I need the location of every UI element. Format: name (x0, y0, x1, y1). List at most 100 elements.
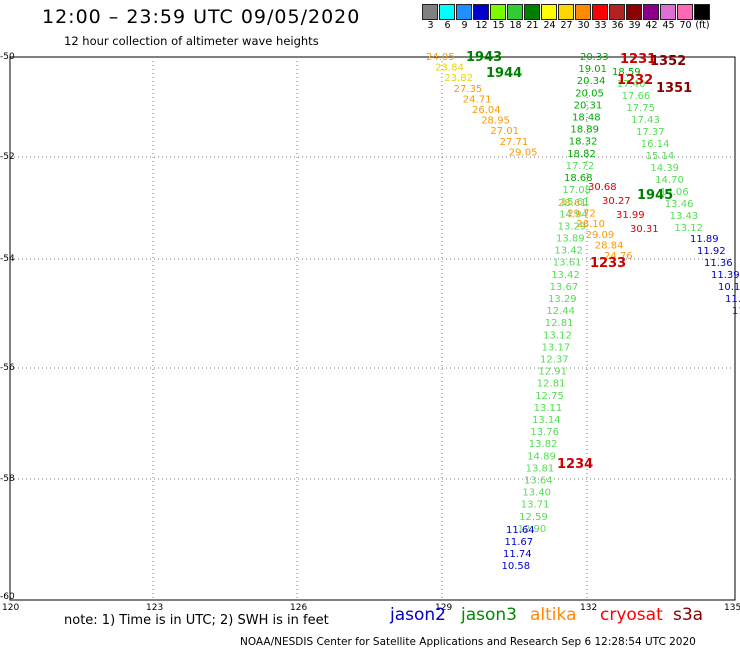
legend-jason2: jason2 (390, 605, 446, 625)
scale-label: 9 (461, 20, 468, 31)
swh-value: 13.71 (521, 500, 550, 511)
pass-label-1945: 1945 (637, 188, 673, 203)
swh-value: 18.89 (570, 125, 599, 136)
swh-value: 30.27 (602, 196, 631, 207)
swh-value: 29.05 (509, 147, 538, 158)
legend-cryosat: cryosat (600, 605, 663, 625)
legend-s3a: s3a (673, 605, 704, 625)
swh-value: 11.92 (697, 246, 726, 257)
swh-value: 13.81 (526, 463, 555, 474)
swh-value: 28.61 (558, 198, 587, 209)
scale-swatch (660, 4, 676, 20)
swh-value: 14.89 (527, 451, 556, 462)
swh-value: 13.14 (532, 415, 561, 426)
swh-value: 13.61 (553, 258, 582, 269)
swh-value: 17.66 (622, 91, 651, 102)
swh-value: 17.43 (631, 115, 660, 126)
swh-value: 12.37 (540, 355, 569, 366)
scale-label: 18 (509, 20, 522, 31)
pass-label-1351: 1351 (656, 81, 692, 96)
lat-label: -60 (0, 592, 15, 602)
swh-value: 17.75 (626, 103, 655, 114)
swh-value: 11.74 (503, 549, 532, 560)
scale-swatch (677, 4, 693, 20)
swh-value: 20.31 (574, 100, 603, 111)
swh-value: 13.89 (556, 234, 585, 245)
scale-label: 24 (543, 20, 556, 31)
footnote: note: 1) Time is in UTC; 2) SWH is in fe… (64, 613, 329, 628)
scale-label: 42 (645, 20, 658, 31)
swh-value: 20.05 (575, 88, 604, 99)
lat-label: -50 (0, 52, 15, 62)
swh-value: 12.90 (518, 524, 547, 535)
swh-value: 12.91 (538, 367, 567, 378)
swh-value: 23.84 (435, 63, 464, 74)
swh-value: 17.72 (566, 161, 595, 172)
scale-swatch (473, 4, 489, 20)
swh-value: 28.10 (576, 219, 605, 230)
grid (10, 57, 735, 600)
lat-label: -54 (0, 254, 15, 264)
swh-value: 18.59 (612, 67, 641, 78)
swh-value: 30.68 (588, 182, 617, 193)
chart-title: 12:00 – 23:59 UTC 09/05/2020 (42, 6, 361, 28)
scale-label: 30 (577, 20, 590, 31)
swh-value: 13.12 (674, 223, 703, 234)
pass-label-1944: 1944 (486, 66, 522, 81)
pass-label-1233: 1233 (590, 256, 626, 271)
scale-label: 45 (662, 20, 675, 31)
scale-swatch (439, 4, 455, 20)
scale-swatch (490, 4, 506, 20)
scale-label: 39 (628, 20, 641, 31)
chart-subtitle: 12 hour collection of altimeter wave hei… (64, 34, 319, 48)
scale-swatch (609, 4, 625, 20)
lon-label: 120 (2, 603, 20, 613)
legend-altika: altika (530, 605, 577, 625)
swh-value: 31.99 (616, 210, 645, 221)
scale-swatch (626, 4, 642, 20)
swh-value: 24.71 (463, 94, 492, 105)
scale-label: 21 (526, 20, 539, 31)
swh-value: 29.09 (586, 230, 615, 241)
color-scale: 3 6 9 12 15 18 21 24 27 30 33 36 39 42 45 70 (ft) (422, 4, 711, 31)
scale-label: 3 (427, 20, 434, 31)
scale-label: 70 (679, 20, 692, 31)
swh-value: 13.11 (534, 403, 563, 414)
swh-value: 17.37 (636, 127, 665, 138)
swh-value: 24.05 (426, 52, 455, 63)
swh-value: 17.40 (617, 79, 646, 90)
scale-label: 27 (560, 20, 573, 31)
swh-value: 28.84 (595, 240, 624, 251)
swh-value: 13.67 (550, 282, 579, 293)
swh-value: 14.39 (650, 163, 679, 174)
swh-value: 27.01 (490, 126, 519, 137)
swh-value: 16.14 (641, 139, 670, 150)
lon-label: 126 (290, 603, 308, 613)
scale-label: 36 (611, 20, 624, 31)
scale-swatch (592, 4, 608, 20)
lon-label: 132 (580, 603, 598, 613)
scale-label: 12 (475, 20, 488, 31)
swh-value: 15.61 (561, 197, 590, 208)
legend-jason3: jason3 (461, 605, 517, 625)
swh-value: 11 (732, 306, 740, 317)
swh-value: 14.70 (655, 175, 684, 186)
swh-value: 15.14 (646, 151, 675, 162)
lat-label: -52 (0, 152, 15, 162)
scale-swatch (456, 4, 472, 20)
scale-swatch (558, 4, 574, 20)
swh-value: 11.39 (711, 270, 740, 281)
lat-label: -58 (0, 474, 15, 484)
swh-value: 13.12 (543, 330, 572, 341)
swh-value: 24.76 (604, 251, 633, 262)
swh-value: 13.17 (542, 342, 571, 353)
swh-value: 10.58 (502, 561, 531, 572)
swh-value: 13.42 (554, 246, 583, 257)
swh-value: 17.08 (562, 185, 591, 196)
swh-value: 13.43 (670, 211, 699, 222)
lon-label: 123 (146, 603, 164, 613)
lon-label: 135 (724, 603, 740, 613)
swh-value: 26.04 (472, 105, 501, 116)
swh-value: 13.76 (530, 427, 559, 438)
